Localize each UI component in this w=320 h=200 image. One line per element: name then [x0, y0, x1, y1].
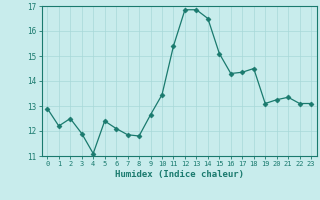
- X-axis label: Humidex (Indice chaleur): Humidex (Indice chaleur): [115, 170, 244, 179]
